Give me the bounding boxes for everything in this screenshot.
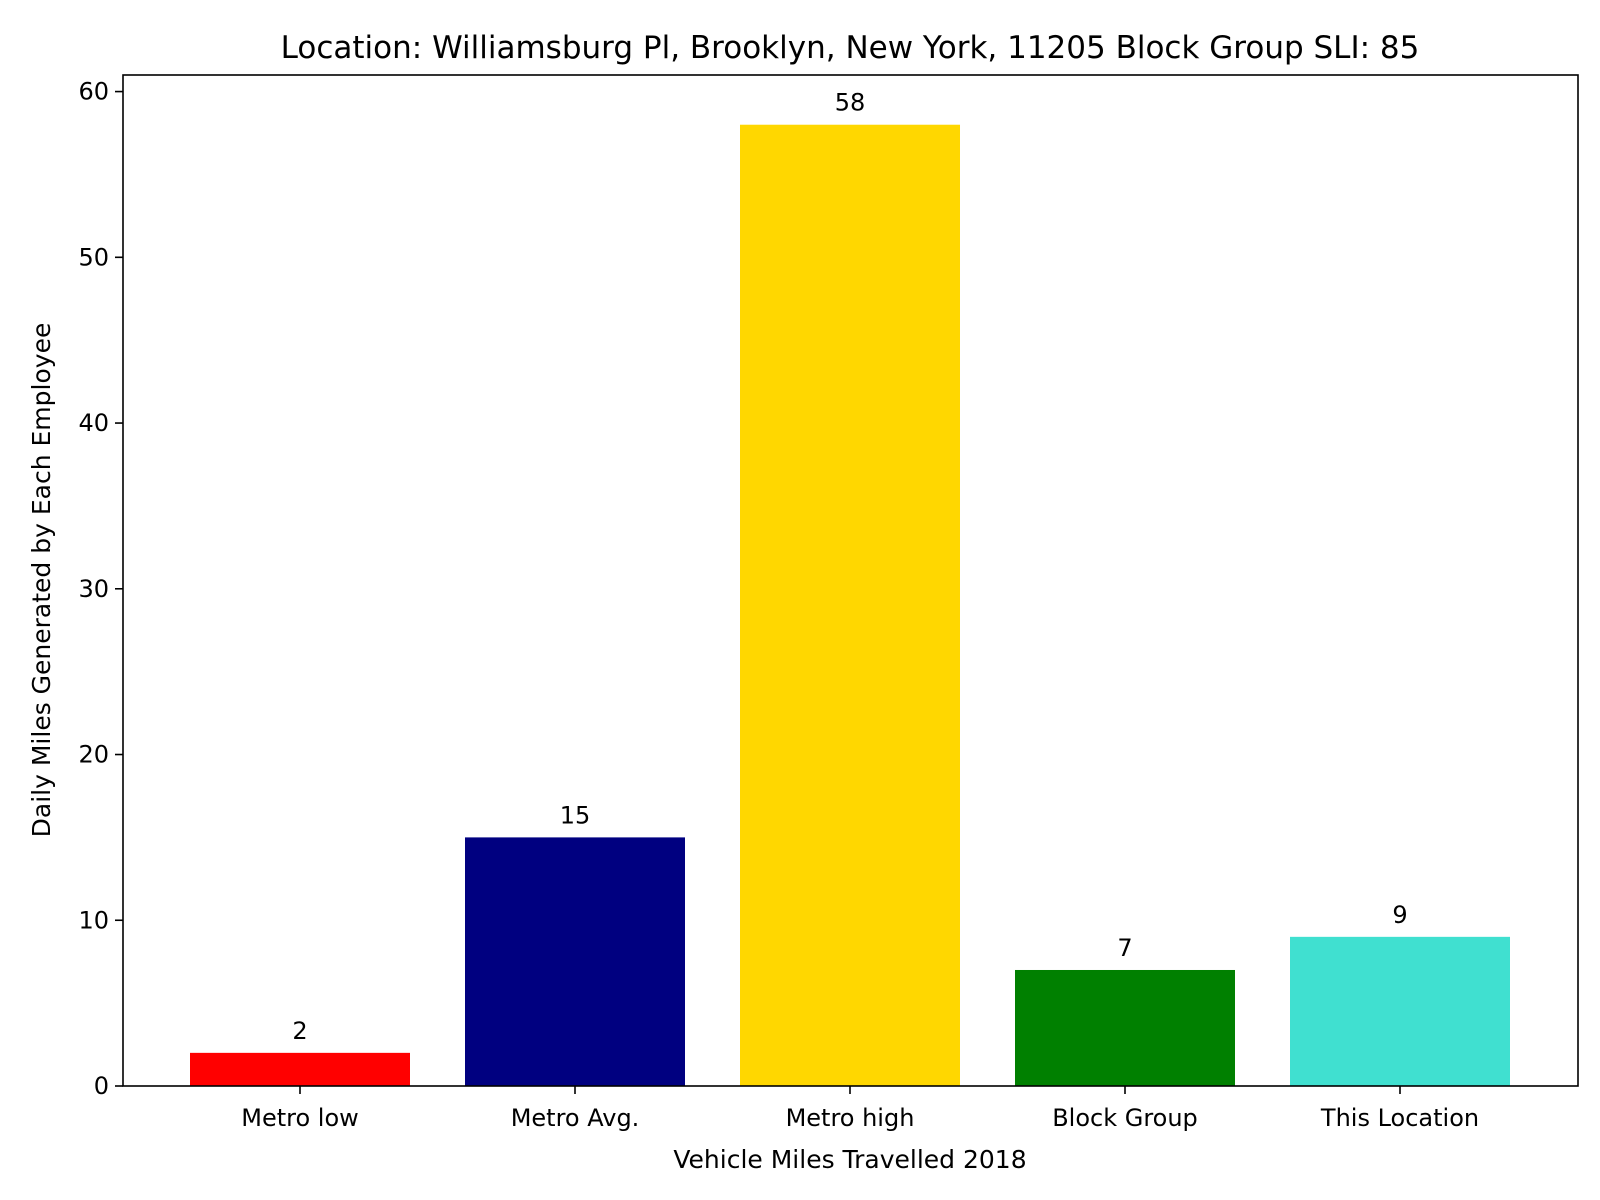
data-label: 9 — [1392, 901, 1407, 929]
x-tick-label: This Location — [1320, 1104, 1479, 1132]
data-label: 58 — [835, 89, 866, 117]
y-tick-label: 10 — [78, 906, 109, 934]
data-label: 7 — [1117, 934, 1132, 962]
y-tick-label: 60 — [78, 78, 109, 106]
y-tick-label: 20 — [78, 741, 109, 769]
x-tick-label: Metro high — [786, 1104, 915, 1132]
x-axis-label: Vehicle Miles Travelled 2018 — [673, 1145, 1026, 1174]
y-tick-label: 30 — [78, 575, 109, 603]
bar-this-location — [1290, 936, 1510, 1086]
chart-title: Location: Williamsburg Pl, Brooklyn, New… — [281, 30, 1420, 66]
bar-metro-avg — [465, 837, 685, 1086]
x-tick-label: Metro low — [241, 1104, 359, 1132]
bar-metro-high — [740, 124, 960, 1086]
data-label: 15 — [560, 801, 591, 829]
y-tick-label: 40 — [78, 409, 109, 437]
x-tick-label: Block Group — [1052, 1104, 1198, 1132]
y-axis-label: Daily Miles Generated by Each Employee — [27, 323, 56, 838]
y-tick-label: 0 — [94, 1072, 109, 1100]
y-tick-label: 50 — [78, 243, 109, 271]
bar-block-group — [1015, 969, 1235, 1086]
ticks-group: Metro low Metro Avg. Metro high Block Group… — [78, 78, 1479, 1132]
plot-frame — [122, 74, 1579, 1087]
bar-metro-low — [190, 1052, 410, 1086]
data-label: 2 — [292, 1017, 307, 1045]
x-tick-label: Metro Avg. — [511, 1104, 640, 1132]
bars-group: 2 15 58 7 9 — [190, 89, 1510, 1086]
